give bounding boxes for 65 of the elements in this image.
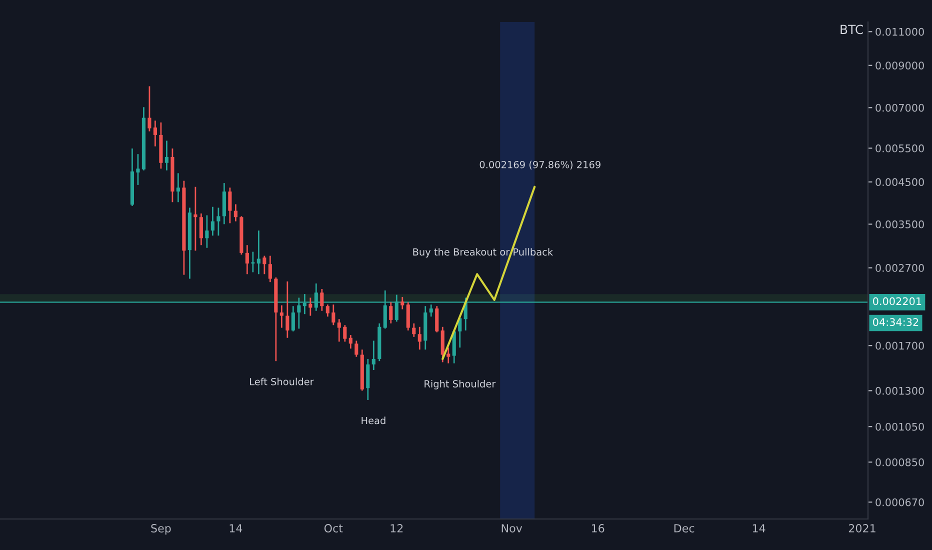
y-tick-label: 0.007000	[876, 104, 924, 112]
candlestick	[199, 212, 203, 246]
y-tick-label: 0.003500	[876, 220, 924, 228]
candlestick	[228, 186, 232, 224]
y-tick-label: 0.000670	[876, 498, 924, 506]
candlestick	[216, 207, 220, 236]
y-tick-label: 0.009000	[876, 62, 924, 70]
y-tick-label: 0.005500	[876, 144, 924, 152]
candlestick	[148, 86, 152, 132]
candlestick	[332, 304, 336, 326]
candlestick	[164, 140, 168, 172]
annotation: Left Shoulder	[250, 378, 314, 386]
candlestick	[354, 340, 358, 358]
x-tick-label: Oct	[324, 524, 343, 532]
candlestick	[136, 153, 140, 186]
annotation: Head	[362, 416, 386, 424]
y-tick-label: 0.004500	[876, 178, 924, 186]
candlestick	[280, 304, 284, 328]
annotation: Buy the Breakout or Pullback	[413, 248, 554, 258]
candlestick	[446, 346, 450, 364]
candlestick	[337, 318, 341, 342]
candlestick	[320, 288, 324, 312]
x-tick-label: 2021	[848, 524, 876, 532]
y-tick-label: 0.001050	[876, 422, 924, 431]
candlestick	[210, 206, 214, 236]
candlestick	[176, 172, 180, 203]
y-tick-label: 0.011000	[876, 28, 924, 36]
annotation: 0.002169 (97.86%) 2169	[480, 160, 600, 170]
x-tick-label: 14	[752, 524, 766, 532]
candlestick	[234, 204, 238, 222]
candlestick	[348, 334, 352, 350]
x-tick-label: Dec	[674, 524, 694, 532]
x-tick-label: Nov	[502, 524, 522, 532]
candlestick	[194, 186, 198, 252]
annotation: Right Shoulder	[424, 380, 496, 390]
x-tick-label: 14	[230, 524, 242, 532]
candlestick	[389, 302, 393, 324]
candlestick	[343, 324, 347, 342]
candlestick	[268, 255, 272, 283]
candlestick	[429, 304, 433, 318]
candlestick	[366, 358, 370, 401]
annotation: BTC	[840, 24, 863, 34]
candlestick	[256, 230, 260, 275]
candlestick	[418, 326, 422, 350]
candlestick	[153, 120, 157, 148]
candlestick	[372, 340, 376, 371]
x-tick-label: 16	[592, 524, 604, 532]
candlestick	[291, 305, 295, 332]
x-tick-label: Sep	[151, 524, 171, 535]
text: 04:34:32	[873, 318, 918, 326]
candlestick	[262, 255, 266, 275]
candlestick	[326, 304, 330, 318]
candlestick	[286, 280, 290, 339]
candlestick	[406, 302, 410, 332]
ref-line-label: 0.002201	[873, 297, 922, 306]
candlestick	[400, 296, 404, 310]
candlestick	[245, 244, 249, 275]
x-tick-label: 12	[390, 524, 403, 532]
candlestick	[412, 322, 416, 338]
candlestick	[205, 214, 209, 249]
y-tick-label: 0.000850	[876, 458, 924, 466]
y-tick-label: 0.002700	[876, 264, 924, 272]
candlestick	[435, 305, 439, 333]
y-tick-label: 0.001700	[876, 342, 924, 350]
y-tick-label: 0.001300	[876, 386, 924, 395]
